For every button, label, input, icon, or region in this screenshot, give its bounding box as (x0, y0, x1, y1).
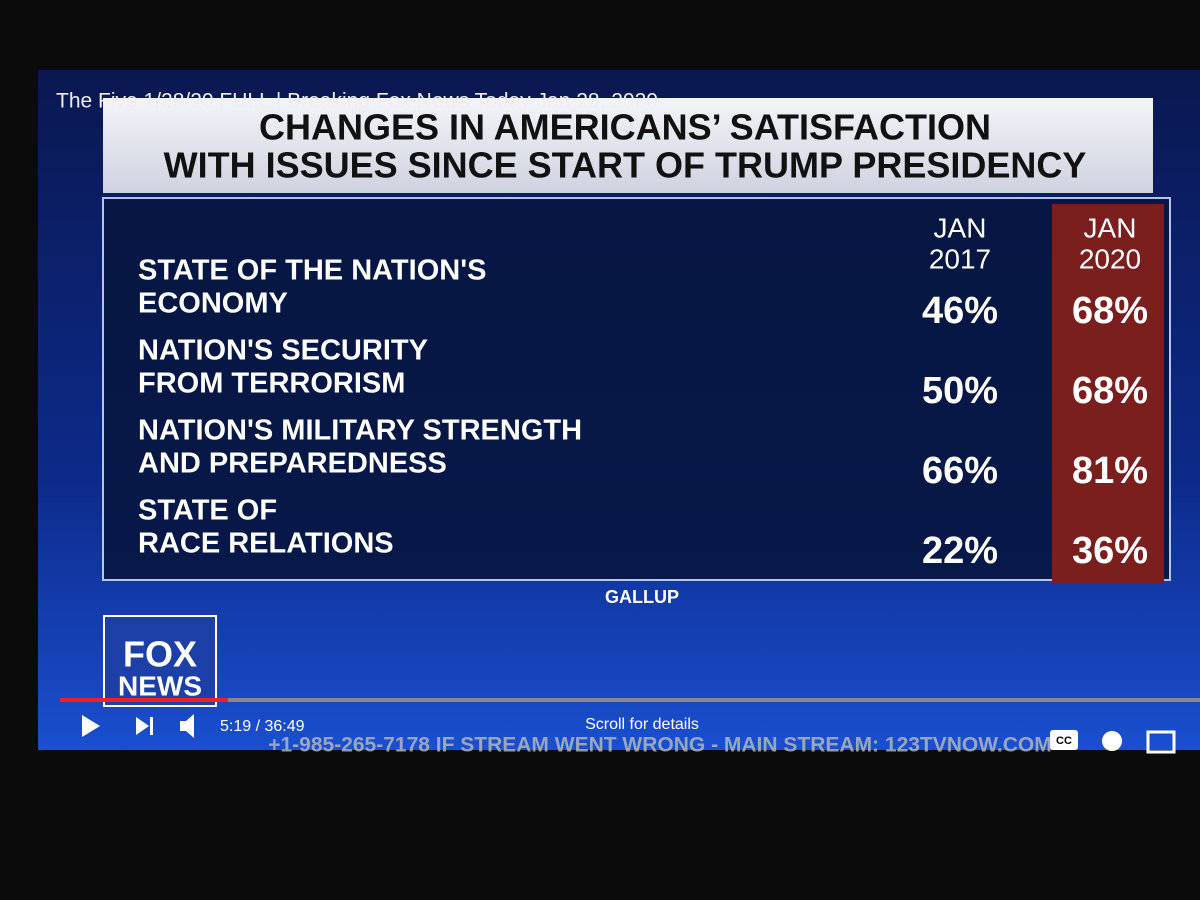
column-header: 2017 (929, 243, 991, 274)
cell-value: 68% (1072, 370, 1148, 412)
cell-value: 68% (1072, 290, 1148, 332)
cell-value: 36% (1072, 530, 1148, 572)
highlight-column (1052, 204, 1164, 584)
cell-value: 22% (922, 530, 998, 572)
row-label: RACE RELATIONS (138, 528, 394, 560)
progress-played (60, 698, 228, 702)
row-label: FROM TERRORISM (138, 368, 405, 400)
cell-value: 46% (922, 290, 998, 332)
cell-value: 81% (1072, 450, 1148, 492)
graphic-title: CHANGES IN AMERICANS’ SATISFACTION (259, 107, 991, 148)
column-header: JAN (1084, 212, 1137, 243)
row-label: ECONOMY (138, 288, 288, 320)
source: GALLUP (605, 587, 679, 607)
cc-label: CC (1056, 735, 1072, 747)
row-label: AND PREPAREDNESS (138, 448, 447, 480)
title-banner (103, 98, 1153, 193)
logo-text: NEWS (118, 670, 202, 701)
cell-value: 66% (922, 450, 998, 492)
table-panel (102, 197, 1171, 581)
graphic-title: WITH ISSUES SINCE START OF TRUMP PRESIDE… (164, 145, 1087, 186)
cc-button[interactable] (1050, 730, 1078, 750)
column-header: JAN (934, 212, 987, 243)
play-button[interactable] (82, 715, 100, 737)
volume-button[interactable] (180, 714, 194, 738)
progress-track (60, 698, 1200, 702)
cast-button[interactable] (1146, 730, 1176, 754)
next-button[interactable] (136, 717, 153, 735)
logo-box (103, 615, 217, 707)
row-label: STATE OF (138, 495, 277, 527)
settings-button[interactable] (1102, 731, 1122, 751)
column-header: 2020 (1079, 243, 1141, 274)
ticker: +1-985-265-7178 IF STREAM WENT WRONG - M… (268, 734, 1052, 757)
row-label: NATION'S MILITARY STRENGTH (138, 415, 582, 447)
video-title: The Five 1/28/20 FULL | Breaking Fox New… (56, 90, 658, 113)
row-label: NATION'S SECURITY (138, 335, 428, 367)
cell-value: 50% (922, 370, 998, 412)
logo-text: FOX (123, 634, 197, 675)
row-label: STATE OF THE NATION'S (138, 255, 486, 287)
scroll-hint: Scroll for details (585, 716, 699, 733)
time: 5:19 / 36:49 (220, 718, 305, 735)
